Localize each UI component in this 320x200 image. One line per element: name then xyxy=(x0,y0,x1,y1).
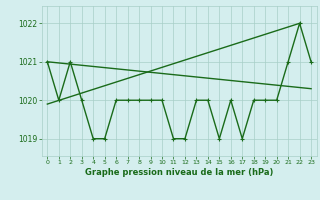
X-axis label: Graphe pression niveau de la mer (hPa): Graphe pression niveau de la mer (hPa) xyxy=(85,168,273,177)
